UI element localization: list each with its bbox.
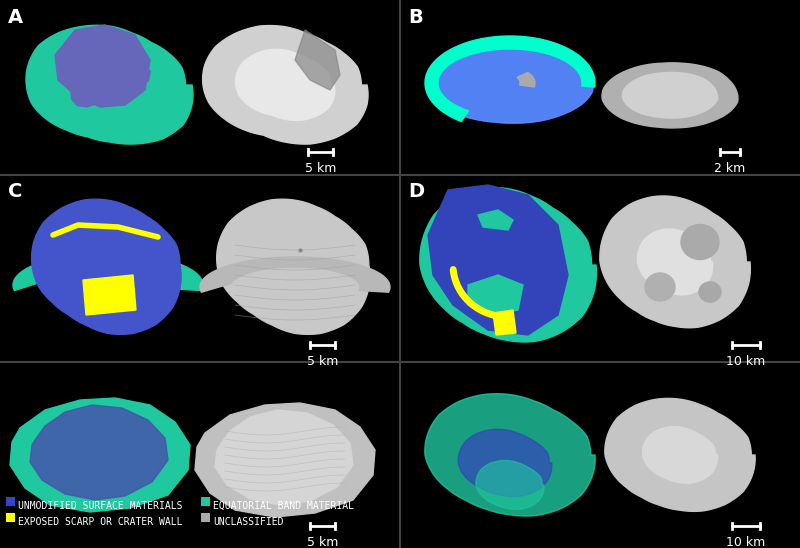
Polygon shape bbox=[425, 36, 595, 122]
Polygon shape bbox=[202, 26, 368, 144]
Text: 2 km: 2 km bbox=[714, 162, 746, 175]
Polygon shape bbox=[10, 398, 190, 512]
Polygon shape bbox=[458, 429, 552, 496]
Text: B: B bbox=[408, 8, 422, 27]
Polygon shape bbox=[476, 460, 544, 510]
Polygon shape bbox=[428, 185, 568, 335]
Polygon shape bbox=[70, 59, 150, 107]
Polygon shape bbox=[13, 253, 203, 290]
Polygon shape bbox=[602, 63, 738, 128]
Polygon shape bbox=[427, 44, 593, 123]
Text: 10 km: 10 km bbox=[726, 536, 766, 548]
Polygon shape bbox=[295, 30, 340, 90]
Polygon shape bbox=[55, 25, 150, 107]
Polygon shape bbox=[493, 310, 516, 335]
Ellipse shape bbox=[681, 225, 719, 260]
Polygon shape bbox=[517, 72, 535, 87]
Polygon shape bbox=[425, 393, 595, 516]
Text: C: C bbox=[8, 182, 22, 201]
Text: EQUATORIAL BAND MATERIAL: EQUATORIAL BAND MATERIAL bbox=[213, 501, 354, 511]
Polygon shape bbox=[32, 199, 181, 334]
Polygon shape bbox=[235, 49, 335, 121]
Polygon shape bbox=[605, 398, 755, 511]
Ellipse shape bbox=[645, 273, 675, 301]
Polygon shape bbox=[200, 257, 390, 292]
Polygon shape bbox=[600, 196, 750, 328]
Text: D: D bbox=[408, 182, 424, 201]
Bar bbox=[201, 513, 210, 522]
Polygon shape bbox=[420, 187, 596, 342]
Text: UNCLASSIFIED: UNCLASSIFIED bbox=[213, 517, 283, 527]
Text: UNMODIFIED SURFACE MATERIALS: UNMODIFIED SURFACE MATERIALS bbox=[18, 501, 182, 511]
Polygon shape bbox=[427, 44, 593, 123]
Polygon shape bbox=[638, 229, 713, 295]
Polygon shape bbox=[30, 405, 168, 500]
Polygon shape bbox=[642, 427, 718, 483]
Polygon shape bbox=[468, 275, 523, 315]
Ellipse shape bbox=[699, 282, 721, 302]
Text: 10 km: 10 km bbox=[726, 355, 766, 368]
Polygon shape bbox=[217, 199, 370, 334]
Bar bbox=[6, 513, 15, 522]
Polygon shape bbox=[195, 403, 375, 517]
Text: 5 km: 5 km bbox=[307, 355, 338, 368]
Text: 5 km: 5 km bbox=[307, 536, 338, 548]
Text: 5 km: 5 km bbox=[305, 162, 336, 175]
Bar bbox=[6, 497, 15, 506]
Polygon shape bbox=[26, 25, 193, 144]
Polygon shape bbox=[478, 210, 513, 230]
Text: EXPOSED SCARP OR CRATER WALL: EXPOSED SCARP OR CRATER WALL bbox=[18, 517, 182, 527]
Bar bbox=[201, 497, 210, 506]
Polygon shape bbox=[622, 72, 718, 118]
Polygon shape bbox=[215, 410, 353, 505]
Polygon shape bbox=[83, 275, 136, 315]
Text: A: A bbox=[8, 8, 23, 27]
